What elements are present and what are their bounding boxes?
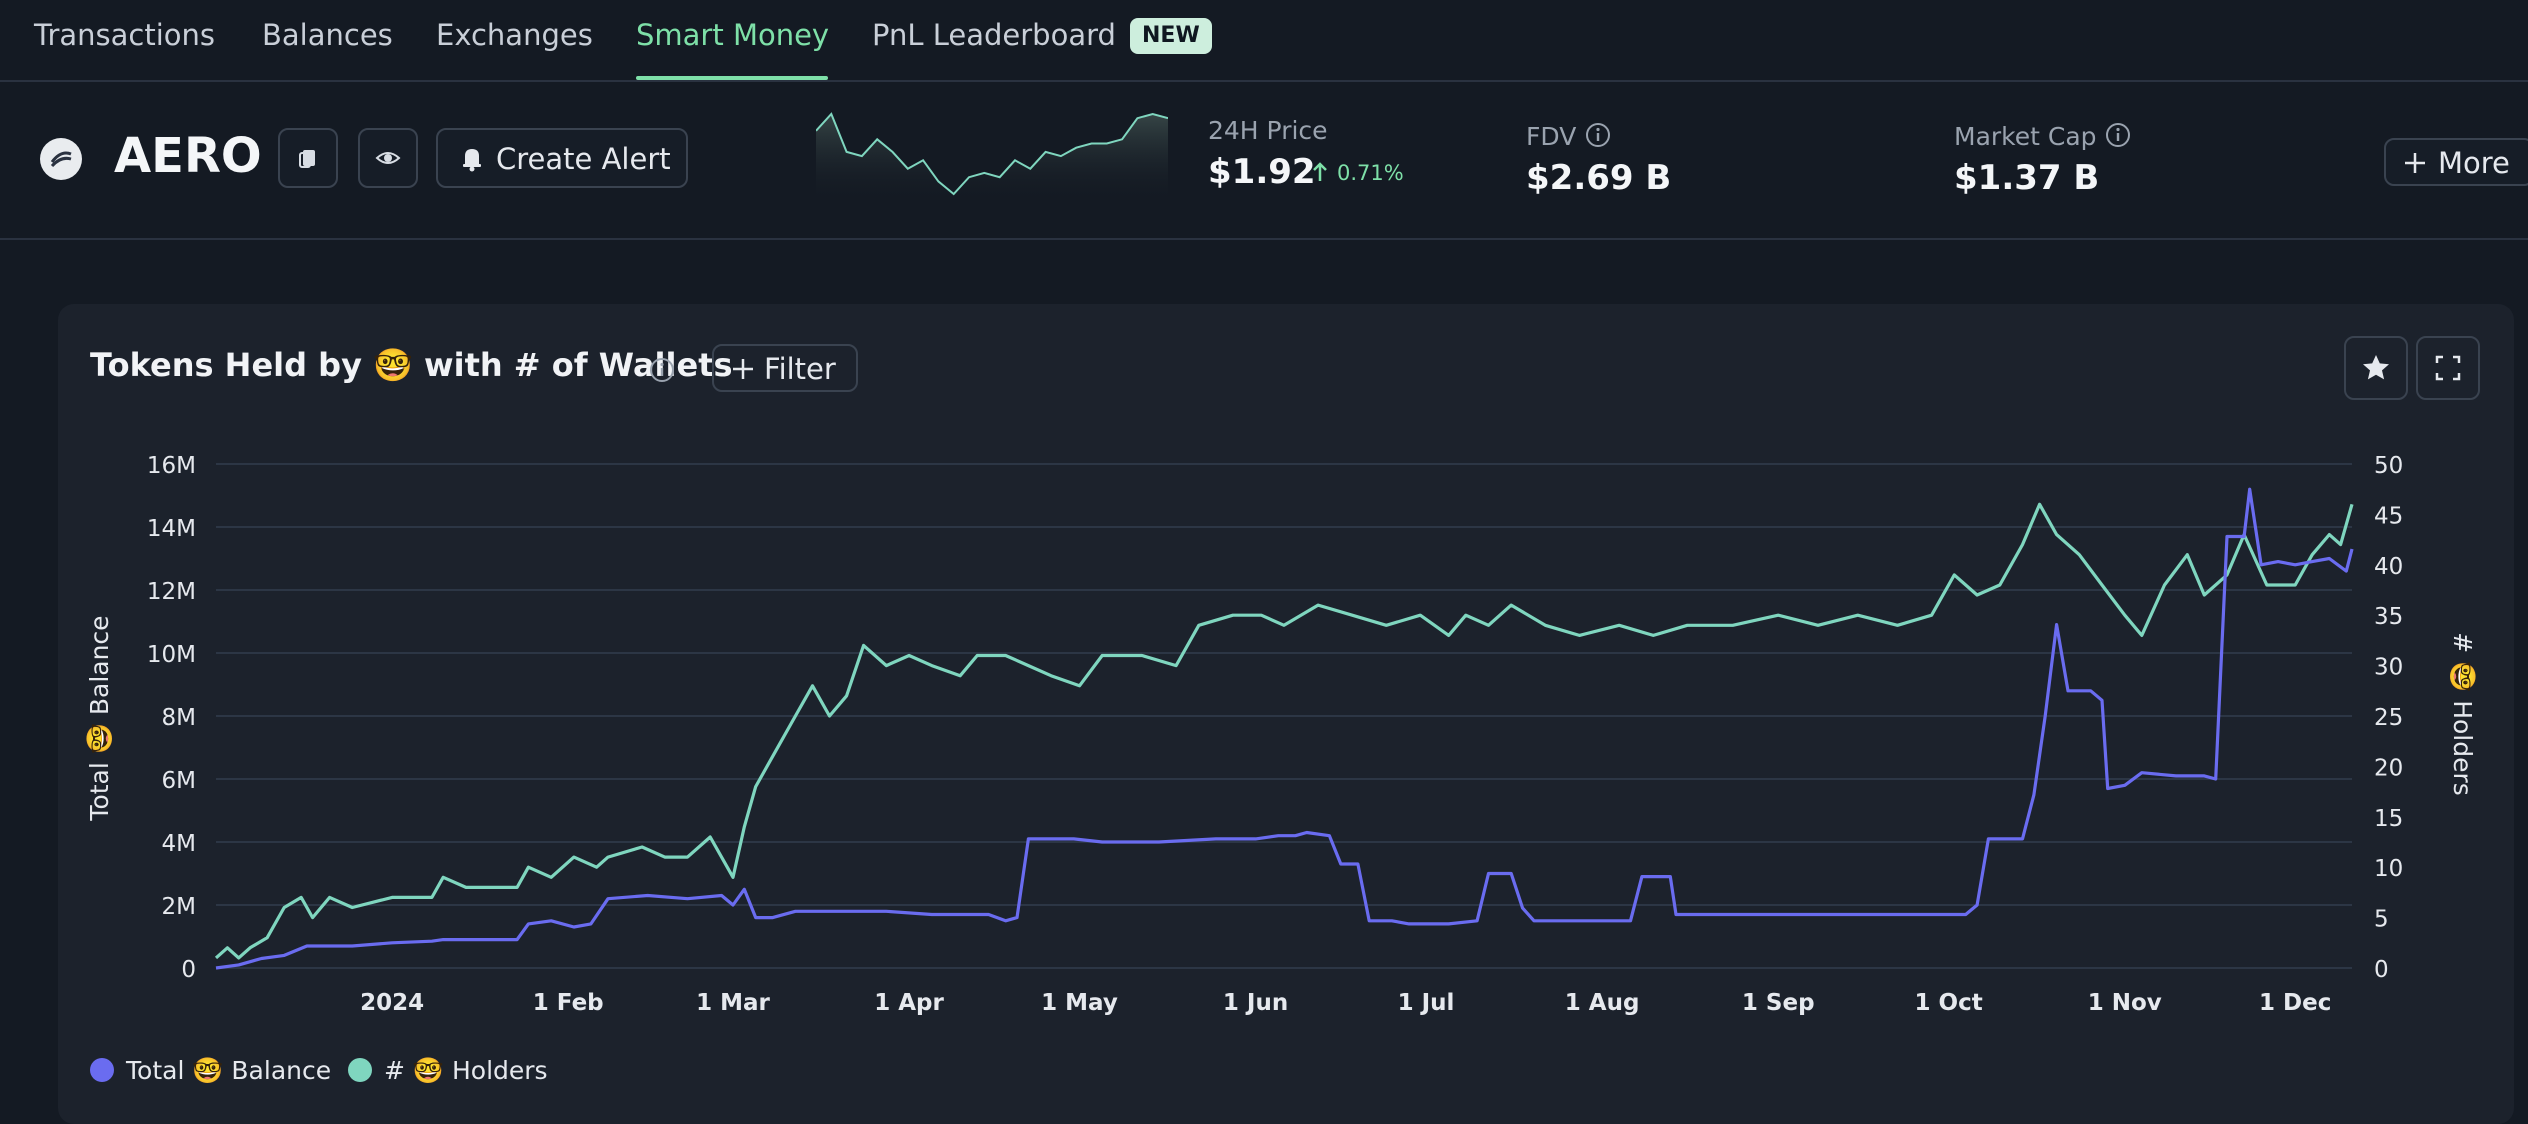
y-right-tick-label: 15: [2374, 806, 2403, 832]
tab-smart-money[interactable]: Smart Money: [636, 18, 830, 52]
sparkline-line: [816, 112, 1168, 196]
y-right-tick-label: 45: [2374, 503, 2403, 529]
mcap-value: $1.37 B: [1954, 158, 2100, 198]
active-tab-indicator: [636, 76, 828, 80]
x-tick-label: 1 Mar: [696, 990, 770, 1016]
new-badge: NEW: [1130, 18, 1212, 54]
y-left-tick-label: 2M: [162, 894, 196, 920]
x-tick-label: 1 Aug: [1565, 990, 1640, 1016]
x-tick-label: 1 Oct: [1915, 990, 1983, 1016]
legend-label-balance: Total 🤓 Balance: [126, 1056, 332, 1085]
fdv-label: FDV: [1526, 122, 1577, 151]
chart-series: [214, 487, 2354, 970]
left-axis-title: Total 🤓 Balance: [85, 615, 114, 821]
price-label: 24H Price: [1208, 116, 1328, 145]
mcap-label: Market Cap: [1954, 122, 2097, 151]
arrow-up-icon: [1313, 162, 1327, 181]
fullscreen-button[interactable]: [2416, 336, 2480, 400]
token-logo: [40, 138, 82, 180]
token-header: AERO Create Alert 24H Price $1.92: [0, 82, 2528, 240]
y-right-tick-label: 25: [2374, 705, 2403, 731]
sparkline-area: [816, 114, 1168, 204]
price-value: $1.92: [1208, 152, 1316, 192]
copy-icon: [299, 150, 315, 168]
x-tick-label: 1 Feb: [533, 990, 604, 1016]
more-label: More: [2438, 146, 2510, 180]
right-axis-ticks: 0 5 10 15 20 25 30 35 40 45 50: [2374, 453, 2403, 983]
x-axis-ticks: 2024 1 Feb 1 Mar 1 Apr 1 May 1 Jun 1 Jul 1 Aug 1…: [360, 990, 2331, 1016]
tab-balances[interactable]: Balances: [262, 18, 393, 52]
y-right-tick-label: 20: [2374, 755, 2403, 781]
filter-button[interactable]: Filter: [712, 344, 858, 392]
left-axis-ticks: 0 2M 4M 6M 8M 10M 12M 14M 16M: [147, 453, 196, 983]
copy-button[interactable]: [278, 128, 338, 188]
legend-label-holders: # 🤓 Holders: [384, 1056, 548, 1085]
title-info-icon[interactable]: [648, 356, 676, 384]
y-right-tick-label: 35: [2374, 604, 2403, 630]
y-left-tick-label: 12M: [147, 579, 196, 605]
x-tick-label: 1 Dec: [2259, 990, 2331, 1016]
token-symbol: AERO: [114, 128, 262, 184]
legend-item-balance[interactable]: Total 🤓 Balance: [90, 1056, 331, 1086]
y-right-tick-label: 0: [2374, 957, 2389, 983]
tab-transactions[interactable]: Transactions: [34, 18, 216, 52]
series-line-balance: [215, 487, 2354, 970]
favorite-button[interactable]: [2344, 336, 2408, 400]
legend-item-holders[interactable]: # 🤓 Holders: [348, 1056, 548, 1086]
y-left-tick-label: 14M: [147, 516, 196, 542]
y-right-tick-label: 50: [2374, 453, 2403, 479]
mcap-info-icon[interactable]: [2104, 121, 2132, 149]
x-tick-label: 1 Jul: [1398, 990, 1455, 1016]
y-right-tick-label: 30: [2374, 655, 2403, 681]
fullscreen-icon: [2435, 355, 2461, 381]
y-left-tick-label: 0: [181, 957, 196, 983]
y-right-tick-label: 10: [2374, 856, 2403, 882]
fdv-info-icon[interactable]: [1584, 121, 1612, 149]
y-right-tick-label: 40: [2374, 554, 2403, 580]
fdv-value: $2.69 B: [1526, 158, 1672, 198]
filter-plus-icon: [733, 359, 753, 379]
legend-dot-balance: [90, 1058, 114, 1082]
price-change: 0.71%: [1337, 161, 1404, 185]
create-alert-button[interactable]: Create Alert: [436, 128, 688, 188]
y-left-tick-label: 16M: [147, 453, 196, 479]
x-tick-label: 2024: [360, 990, 424, 1016]
filter-label: Filter: [764, 352, 836, 386]
y-right-tick-label: 5: [2374, 907, 2389, 933]
plus-icon: [2405, 153, 2425, 173]
tab-pnl-leaderboard[interactable]: PnL Leaderboard: [872, 18, 1116, 52]
panel-title: Tokens Held by 🤓 with # of Wallets: [90, 346, 733, 384]
more-button[interactable]: More: [2384, 138, 2528, 186]
y-left-tick-label: 4M: [162, 831, 196, 857]
bell-icon: [463, 149, 481, 172]
create-alert-label: Create Alert: [496, 142, 671, 176]
y-left-tick-label: 6M: [162, 768, 196, 794]
y-left-tick-label: 10M: [147, 642, 196, 668]
x-tick-label: 1 Nov: [2088, 990, 2162, 1016]
x-tick-label: 1 Jun: [1223, 990, 1288, 1016]
price-sparkline: [816, 112, 1168, 204]
watch-eye-icon: [375, 152, 401, 164]
y-left-tick-label: 8M: [162, 705, 196, 731]
tab-exchanges[interactable]: Exchanges: [436, 18, 593, 52]
aero-logo-icon: [50, 151, 72, 168]
x-tick-label: 1 May: [1041, 990, 1118, 1016]
watch-button[interactable]: [358, 128, 418, 188]
chart-gridlines: [216, 463, 2352, 969]
x-tick-label: 1 Sep: [1742, 990, 1815, 1016]
chart-panel: Tokens Held by 🤓 with # of Wallets Filte…: [58, 304, 2514, 1124]
star-icon: [2363, 355, 2389, 380]
right-axis-title: # 🤓 Holders: [2448, 632, 2477, 796]
top-nav: Transactions Balances Exchanges Smart Mo…: [0, 0, 2528, 82]
series-line-holders: [214, 502, 2354, 960]
legend-dot-holders: [348, 1058, 372, 1082]
x-tick-label: 1 Apr: [874, 990, 944, 1016]
